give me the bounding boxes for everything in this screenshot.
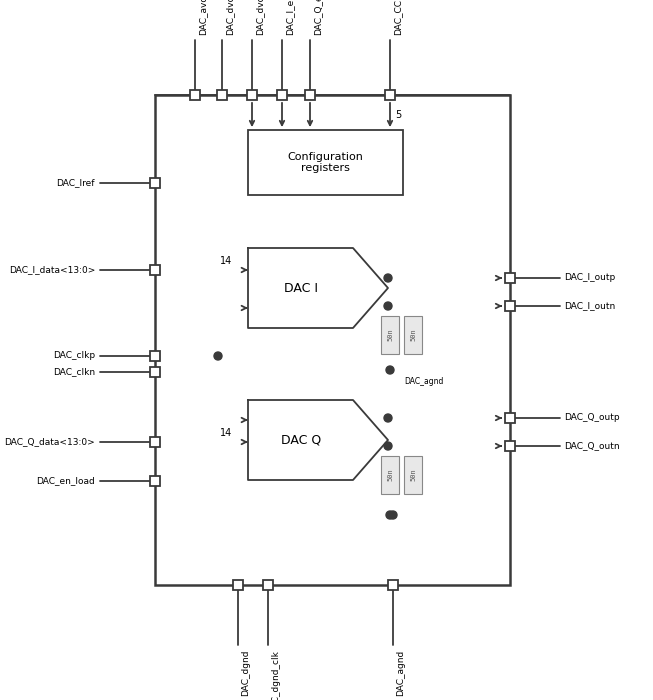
- Text: DAC_clkn: DAC_clkn: [53, 368, 95, 377]
- Circle shape: [386, 511, 394, 519]
- Text: DAC_Q_data<13:0>: DAC_Q_data<13:0>: [5, 438, 95, 447]
- Circle shape: [384, 442, 392, 450]
- Bar: [155, 95, 510, 585]
- Bar: [277, 90, 287, 100]
- Text: DAC I: DAC I: [284, 281, 318, 295]
- Bar: [385, 90, 395, 100]
- Text: DAC_Q_outn: DAC_Q_outn: [564, 442, 620, 451]
- Bar: [404, 316, 422, 354]
- Text: DAC_I_data<13:0>: DAC_I_data<13:0>: [8, 265, 95, 274]
- Bar: [150, 351, 160, 361]
- Polygon shape: [248, 400, 388, 480]
- Bar: [305, 90, 315, 100]
- Bar: [233, 580, 243, 590]
- Text: DAC_dgnd_clk: DAC_dgnd_clk: [271, 650, 280, 700]
- Text: 14: 14: [220, 428, 232, 438]
- Bar: [505, 301, 515, 311]
- Bar: [150, 265, 160, 275]
- Circle shape: [389, 511, 397, 519]
- Circle shape: [384, 414, 392, 422]
- Text: DAC_dvdd: DAC_dvdd: [225, 0, 234, 35]
- Text: DAC_CC<4:0>: DAC_CC<4:0>: [393, 0, 402, 35]
- Circle shape: [384, 274, 392, 282]
- Text: 14: 14: [220, 256, 232, 266]
- Text: DAC_Q_outp: DAC_Q_outp: [564, 414, 620, 423]
- Text: DAC_Q_en: DAC_Q_en: [313, 0, 322, 35]
- Text: DAC_clkp: DAC_clkp: [53, 351, 95, 360]
- Bar: [247, 90, 257, 100]
- Bar: [248, 130, 403, 195]
- Bar: [263, 580, 273, 590]
- Text: DAC_agnd: DAC_agnd: [404, 377, 443, 386]
- Text: 50n: 50n: [410, 328, 416, 342]
- Text: 50n: 50n: [387, 468, 393, 482]
- Bar: [150, 178, 160, 188]
- Bar: [217, 90, 227, 100]
- Bar: [388, 580, 398, 590]
- Circle shape: [214, 352, 222, 360]
- Text: Configuration
registers: Configuration registers: [287, 152, 364, 174]
- Text: 50n: 50n: [410, 468, 416, 482]
- Bar: [150, 437, 160, 447]
- Text: DAC_agnd: DAC_agnd: [396, 650, 405, 696]
- Circle shape: [384, 302, 392, 310]
- Bar: [150, 476, 160, 486]
- Text: DAC Q: DAC Q: [281, 433, 321, 447]
- Bar: [404, 456, 422, 494]
- Circle shape: [386, 366, 394, 374]
- Bar: [381, 456, 399, 494]
- Text: DAC_Iref: DAC_Iref: [57, 178, 95, 188]
- Bar: [150, 367, 160, 377]
- Bar: [190, 90, 200, 100]
- Text: DAC_dvdd_clk: DAC_dvdd_clk: [255, 0, 264, 35]
- Text: DAC_avdd: DAC_avdd: [198, 0, 207, 35]
- Text: 5: 5: [395, 110, 401, 120]
- Text: DAC_I_outp: DAC_I_outp: [564, 274, 615, 283]
- Bar: [381, 316, 399, 354]
- Text: DAC_en_load: DAC_en_load: [37, 477, 95, 486]
- Text: 50n: 50n: [387, 328, 393, 342]
- Polygon shape: [248, 248, 388, 328]
- Text: DAC_I_outn: DAC_I_outn: [564, 302, 615, 311]
- Text: DAC_dgnd: DAC_dgnd: [241, 650, 250, 696]
- Bar: [505, 413, 515, 423]
- Text: DAC_I_en: DAC_I_en: [285, 0, 294, 35]
- Bar: [505, 273, 515, 283]
- Bar: [505, 441, 515, 451]
